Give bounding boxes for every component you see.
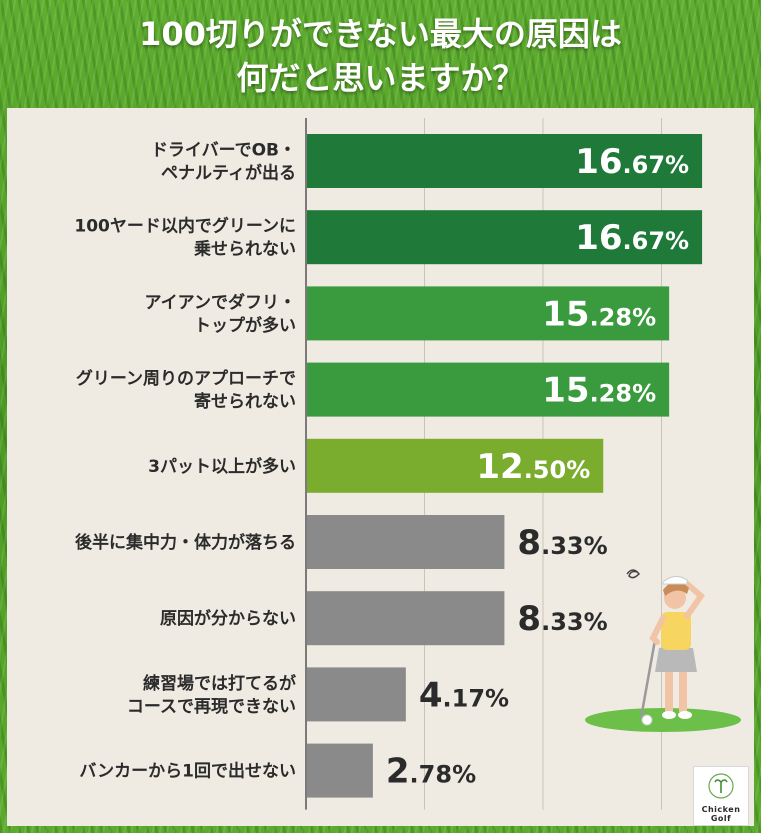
bar: [307, 667, 406, 722]
bar: [307, 362, 670, 417]
category-label: 3パット以上が多い: [148, 456, 296, 477]
category-label: 原因が分からない: [160, 608, 296, 629]
category-label: グリーン周りのアプローチで: [76, 368, 296, 389]
bar: [307, 134, 703, 188]
title-line-1: 100切りができない最大の原因は: [139, 15, 622, 53]
category-label: コースで再現できない: [127, 697, 296, 717]
value-label: 16.67%: [575, 218, 689, 258]
golfer-illustration: [583, 560, 748, 739]
value-label: 15.28%: [542, 371, 656, 411]
category-label: バンカーから1回で出せない: [79, 761, 296, 782]
category-label: ペナルティが出る: [161, 163, 296, 184]
value-label: 8.33%: [517, 523, 607, 563]
bar-chart: ドライバーでOB・ペナルティが出る 16.67% 100ヤード以内でグリーンに乗せら…: [74, 118, 703, 810]
category-label: アイアンでダフリ・: [145, 292, 296, 313]
value-label: 16.67%: [575, 142, 689, 182]
category-label: 後半に集中力・体力が落ちる: [75, 532, 296, 553]
category-label: 乗せられない: [193, 240, 296, 260]
category-label: 練習場では打てるが: [143, 673, 296, 694]
category-label: 100ヤード以内でグリーンに: [74, 216, 296, 237]
bar: [307, 743, 373, 798]
value-label: 4.17%: [419, 675, 509, 715]
logo-text-line-2: Golf: [710, 814, 732, 823]
value-label: 8.33%: [517, 599, 607, 639]
title-line-2: 何だと思いますか？: [236, 59, 525, 97]
category-label: 寄せられない: [194, 391, 296, 412]
category-label: ドライバーでOB・: [151, 141, 296, 161]
bar: [307, 591, 505, 646]
bar: [307, 286, 670, 341]
value-label: 2.78%: [386, 752, 476, 792]
category-label: トップが多い: [194, 315, 296, 336]
page-title: 100切りができない最大の原因は 何だと思いますか？: [0, 12, 761, 100]
chicken-logo-icon: [708, 773, 734, 799]
bar: [307, 515, 505, 569]
value-label: 15.28%: [542, 294, 656, 334]
value-label: 12.50%: [476, 447, 590, 487]
chicken-golf-logo: Chicken Golf: [693, 766, 749, 826]
bar: [307, 438, 604, 493]
chart-panel: ドライバーでOB・ ペナルティが出る 16.67% 100ヤード以内でグリーンに乗せら…: [7, 108, 754, 826]
logo-text-line-1: Chicken: [701, 805, 741, 814]
bar: [307, 210, 703, 265]
